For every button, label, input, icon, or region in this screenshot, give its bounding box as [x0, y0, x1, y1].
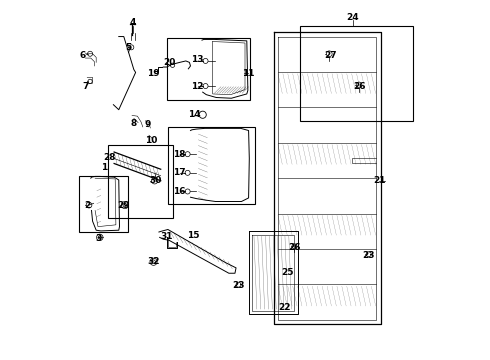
Text: 29: 29 [118, 201, 130, 210]
Text: 9: 9 [144, 120, 150, 129]
Text: 23: 23 [363, 251, 375, 260]
Text: 4: 4 [130, 18, 136, 27]
Text: 12: 12 [192, 82, 204, 91]
Text: 5: 5 [125, 43, 132, 52]
Text: 21: 21 [373, 176, 386, 185]
Text: 13: 13 [192, 55, 204, 64]
Bar [79, 176, 128, 232]
Bar [168, 127, 255, 204]
Text: 32: 32 [147, 257, 160, 266]
Text: 15: 15 [187, 231, 199, 240]
Bar [108, 145, 172, 218]
Text: 19: 19 [147, 69, 160, 78]
Text: 28: 28 [103, 153, 116, 162]
Text: 22: 22 [278, 303, 291, 312]
Text: 16: 16 [173, 187, 186, 196]
Text: 17: 17 [173, 168, 186, 177]
Text: 24: 24 [346, 13, 359, 22]
Text: 31: 31 [161, 232, 173, 241]
Text: 18: 18 [173, 150, 186, 159]
Bar [167, 39, 250, 100]
Text: 8: 8 [131, 119, 137, 128]
Text: 23: 23 [232, 281, 245, 290]
Text: 10: 10 [145, 136, 157, 145]
Text: 30: 30 [149, 176, 162, 185]
Text: 14: 14 [188, 110, 200, 119]
Text: 25: 25 [281, 268, 294, 277]
Text: 26: 26 [288, 243, 301, 252]
Text: 1: 1 [101, 163, 107, 172]
Bar [299, 26, 413, 121]
Text: 2: 2 [84, 201, 90, 210]
Text: 27: 27 [324, 51, 337, 60]
Text: 20: 20 [164, 58, 176, 67]
Text: 6: 6 [80, 51, 86, 60]
Text: 7: 7 [82, 82, 89, 91]
Text: 26: 26 [353, 82, 366, 91]
Text: 11: 11 [242, 69, 254, 78]
Text: 3: 3 [96, 234, 102, 243]
